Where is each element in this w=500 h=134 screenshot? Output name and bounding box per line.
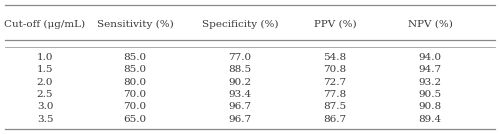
Text: 72.7: 72.7 bbox=[324, 78, 346, 87]
Text: Sensitivity (%): Sensitivity (%) bbox=[96, 20, 174, 29]
Text: PPV (%): PPV (%) bbox=[314, 20, 356, 29]
Text: 94.7: 94.7 bbox=[418, 65, 442, 75]
Text: 3.0: 3.0 bbox=[37, 102, 53, 111]
Text: 77.0: 77.0 bbox=[228, 53, 252, 62]
Text: 88.5: 88.5 bbox=[228, 65, 252, 75]
Text: 90.8: 90.8 bbox=[418, 102, 442, 111]
Text: 80.0: 80.0 bbox=[124, 78, 146, 87]
Text: Cut-off (μg/mL): Cut-off (μg/mL) bbox=[4, 20, 86, 29]
Text: 85.0: 85.0 bbox=[124, 53, 146, 62]
Text: 96.7: 96.7 bbox=[228, 102, 252, 111]
Text: 86.7: 86.7 bbox=[324, 115, 346, 124]
Text: 87.5: 87.5 bbox=[324, 102, 346, 111]
Text: 3.5: 3.5 bbox=[37, 115, 53, 124]
Text: 93.4: 93.4 bbox=[228, 90, 252, 99]
Text: 70.0: 70.0 bbox=[124, 90, 146, 99]
Text: 93.2: 93.2 bbox=[418, 78, 442, 87]
Text: 94.0: 94.0 bbox=[418, 53, 442, 62]
Text: Specificity (%): Specificity (%) bbox=[202, 20, 278, 29]
Text: NPV (%): NPV (%) bbox=[408, 20, 453, 29]
Text: 1.0: 1.0 bbox=[37, 53, 53, 62]
Text: 54.8: 54.8 bbox=[324, 53, 346, 62]
Text: 2.0: 2.0 bbox=[37, 78, 53, 87]
Text: 1.5: 1.5 bbox=[37, 65, 53, 75]
Text: 2.5: 2.5 bbox=[37, 90, 53, 99]
Text: 96.7: 96.7 bbox=[228, 115, 252, 124]
Text: 90.5: 90.5 bbox=[418, 90, 442, 99]
Text: 65.0: 65.0 bbox=[124, 115, 146, 124]
Text: 89.4: 89.4 bbox=[418, 115, 442, 124]
Text: 85.0: 85.0 bbox=[124, 65, 146, 75]
Text: 70.8: 70.8 bbox=[324, 65, 346, 75]
Text: 70.0: 70.0 bbox=[124, 102, 146, 111]
Text: 90.2: 90.2 bbox=[228, 78, 252, 87]
Text: 77.8: 77.8 bbox=[324, 90, 346, 99]
